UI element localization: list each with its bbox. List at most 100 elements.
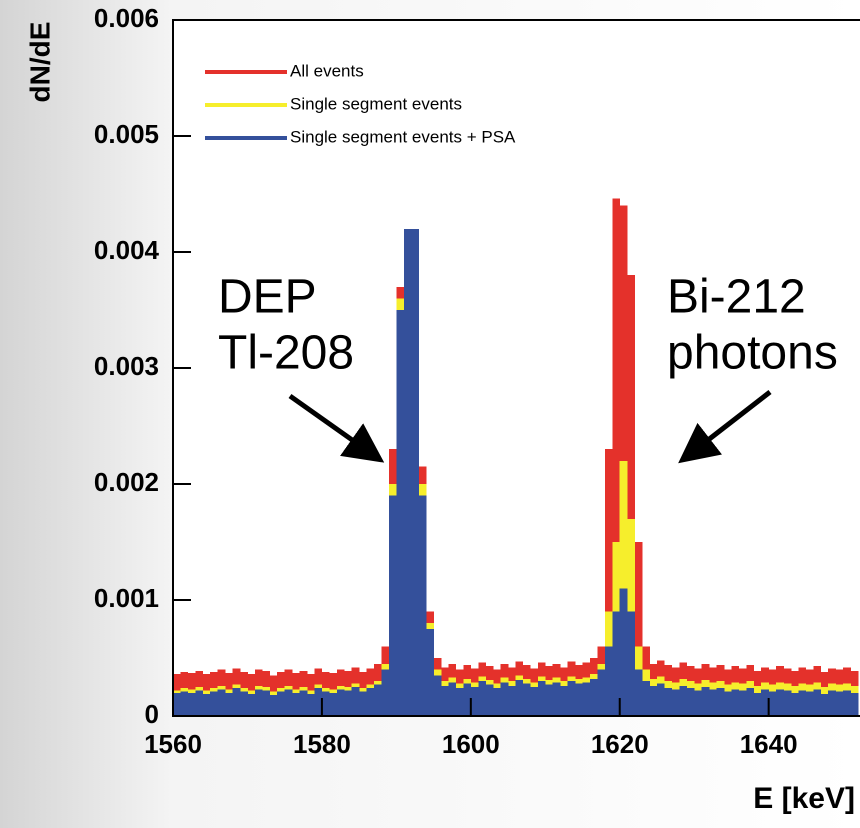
y-axis-label: dN/dE [24, 22, 55, 103]
y-tick-label: 0.006 [94, 3, 159, 33]
bar [649, 685, 658, 716]
bar [329, 692, 338, 716]
bar [299, 690, 308, 716]
bar [656, 683, 665, 716]
bar [515, 680, 524, 716]
bar [709, 689, 717, 716]
plot-area [173, 20, 860, 716]
bar [522, 683, 531, 716]
bar [225, 692, 233, 716]
bar [463, 683, 472, 716]
y-tick-label: 0.003 [94, 351, 159, 381]
arrow [288, 393, 385, 463]
bar [277, 691, 285, 716]
bar [731, 689, 740, 716]
bar [292, 692, 300, 716]
bar [262, 690, 271, 716]
bar [254, 689, 263, 716]
x-axis-label: E [keV] [753, 782, 855, 815]
bar [508, 685, 516, 716]
bar [627, 275, 635, 716]
bar [269, 695, 278, 716]
bar [820, 693, 829, 716]
bar [433, 675, 442, 716]
bar [321, 691, 330, 716]
x-tick-label: 1600 [442, 729, 500, 759]
bar [545, 684, 554, 716]
bar [798, 690, 807, 716]
x-tick-label: 1580 [293, 729, 351, 759]
bar [240, 691, 248, 716]
bar [284, 689, 293, 716]
bar [582, 682, 591, 716]
annotation: photons [667, 327, 838, 380]
bar [805, 691, 814, 716]
bar [530, 687, 539, 716]
bar [247, 693, 256, 716]
bar [604, 646, 613, 716]
bar [627, 611, 635, 716]
legend: All events Single segment events Single se… [205, 61, 516, 146]
bar [351, 687, 360, 716]
bar [619, 588, 628, 716]
bar [426, 629, 434, 716]
bar [493, 688, 501, 716]
bar [843, 690, 851, 716]
bar [411, 228, 420, 717]
histogram [173, 198, 859, 717]
bar [388, 495, 397, 716]
bar [567, 681, 576, 716]
bar [537, 681, 546, 716]
y-tick-label: 0.004 [94, 235, 160, 265]
bar [187, 692, 196, 716]
bar [634, 669, 643, 716]
bar [441, 685, 449, 716]
bar [195, 690, 204, 716]
bar [768, 691, 777, 716]
bar [671, 689, 680, 716]
bar [552, 682, 561, 716]
x-tick-label: 1620 [591, 729, 649, 759]
bar [664, 688, 673, 716]
bar [232, 688, 241, 716]
bar [307, 693, 315, 716]
bar [686, 688, 695, 716]
bar [679, 685, 688, 716]
y-tick-label: 0.002 [94, 467, 159, 497]
arrow [678, 390, 772, 464]
bar [783, 690, 792, 716]
bar [359, 691, 367, 716]
x-tick-label: 1640 [740, 729, 798, 759]
bar [396, 310, 405, 716]
bar [634, 542, 643, 716]
bar [366, 688, 375, 716]
bar [642, 681, 650, 716]
bar [790, 692, 799, 716]
bar [604, 449, 613, 716]
bar [813, 689, 822, 716]
bar [835, 691, 844, 716]
bar [746, 688, 755, 716]
bar [202, 693, 211, 716]
bar [753, 692, 762, 716]
bar [470, 687, 479, 716]
bar [314, 688, 323, 716]
bar [500, 682, 509, 716]
bar [694, 690, 702, 716]
annotation: Bi-212 [667, 271, 806, 324]
axes: 0 0.001 0.002 0.003 0.004 0.005 0.006 1560 1580 1… [94, 3, 860, 759]
bar [701, 687, 710, 716]
legend-label: Single segment events [290, 94, 462, 113]
bar [612, 198, 621, 716]
y-tick-label: 0.001 [94, 583, 159, 613]
bar [374, 684, 382, 716]
bar [589, 678, 598, 716]
bar [403, 228, 412, 717]
bar [761, 689, 769, 716]
bar [448, 682, 457, 716]
bar [612, 611, 621, 716]
bar [173, 692, 181, 716]
bar [723, 691, 732, 716]
annotation: Tl-208 [218, 327, 354, 380]
